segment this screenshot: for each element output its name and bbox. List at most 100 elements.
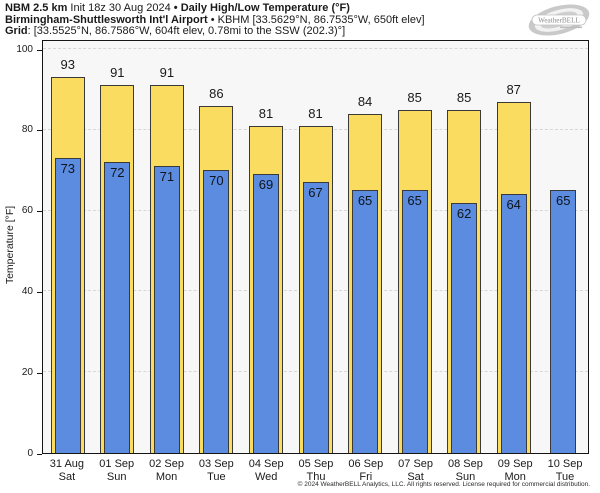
model-name: NBM 2.5 km xyxy=(5,2,68,14)
y-tick-mark xyxy=(37,372,42,374)
x-tick-label: 02 Sep Mon xyxy=(142,458,192,483)
gridline xyxy=(43,48,588,49)
low-value-label: 65 xyxy=(357,193,373,209)
high-value-label: 85 xyxy=(407,89,422,105)
high-value-label: 81 xyxy=(308,105,323,121)
low-value-label: 65 xyxy=(556,193,571,209)
low-bar: 65 xyxy=(550,190,577,453)
high-value-label: 85 xyxy=(456,89,472,105)
y-tick-label: 40 xyxy=(21,285,33,297)
low-bar: 65 xyxy=(401,190,428,453)
low-bar: 71 xyxy=(153,166,180,453)
bar-group: 91 72 xyxy=(93,41,143,453)
weatherbell-swirl-icon: WeatherBELL xyxy=(528,4,590,36)
low-bar: 67 xyxy=(302,182,329,453)
x-tick-day: Tue xyxy=(207,470,226,483)
low-bar: 62 xyxy=(451,202,478,453)
high-value-label: 87 xyxy=(506,81,521,97)
x-tick-day: Mon xyxy=(504,470,526,483)
high-value-label: 93 xyxy=(60,57,75,73)
header-line-3: Grid: [33.5525°N, 86.7586°W, 604ft elev,… xyxy=(5,25,425,38)
x-tick-day: Wed xyxy=(254,470,278,483)
logo-text: WeatherBELL xyxy=(538,17,580,25)
bar-group: 86 70 xyxy=(192,41,242,453)
x-tick-date: 03 Sep xyxy=(198,458,234,470)
low-bar: 69 xyxy=(252,174,279,453)
x-tick-date: 10 Sep xyxy=(547,458,583,470)
x-tick-label: 07 Sep Sat xyxy=(391,458,441,483)
high-value-label: 91 xyxy=(110,65,125,81)
plot-area: 93 73 91 72 91 71 86 70 81 69 81 67 84 65 85 65 85 62 87 64… xyxy=(43,41,588,453)
y-tick-label: 80 xyxy=(21,124,33,136)
x-tick-date: 08 Sep xyxy=(447,458,483,470)
bar-group: 81 67 xyxy=(291,41,341,453)
x-tick-day: Fri xyxy=(359,470,373,483)
x-tick-label: 09 Sep Mon xyxy=(490,458,540,483)
x-tick-label: 10 Sep Tue xyxy=(540,458,590,483)
x-tick-day: Sun xyxy=(455,470,476,483)
x-tick-day: Tue xyxy=(555,470,575,483)
init-time: Init 18z 30 Aug 2024 xyxy=(67,2,174,14)
low-value-label: 70 xyxy=(209,173,224,189)
low-bar: 72 xyxy=(104,162,131,453)
low-value-label: 73 xyxy=(60,161,75,177)
x-tick-day: Sat xyxy=(58,470,76,483)
high-value-label: 84 xyxy=(357,93,373,109)
low-value-label: 62 xyxy=(456,205,472,221)
x-tick-label: 06 Sep Fri xyxy=(341,458,391,483)
y-tick-label: 60 xyxy=(21,205,33,217)
low-value-label: 64 xyxy=(506,197,521,213)
header-line-2: Birmingham-Shuttlesworth Int'l Airport •… xyxy=(5,13,425,27)
y-tick-mark xyxy=(37,291,42,293)
x-tick-label: 03 Sep Tue xyxy=(191,458,241,483)
x-tick-date: 05 Sep xyxy=(298,458,334,470)
bars: 93 73 91 72 91 71 86 70 81 69 81 67 84 65 85 65 85 62 87 64… xyxy=(43,41,588,453)
low-value-label: 69 xyxy=(258,177,274,193)
bar-group: 85 65 xyxy=(390,41,440,453)
station-name: Birmingham-Shuttlesworth Int'l Airport xyxy=(5,13,208,26)
x-tick-date: 09 Sep xyxy=(497,458,533,470)
bar-group: 87 64 xyxy=(489,41,539,453)
y-tick-mark xyxy=(37,130,42,132)
bar-group: 81 69 xyxy=(241,41,291,453)
x-tick-label: 04 Sep Wed xyxy=(241,458,291,483)
low-value-label: 67 xyxy=(308,185,323,201)
x-tick-date: 07 Sep xyxy=(398,458,434,470)
header-line-1: NBM 2.5 km Init 18z 30 Aug 2024 • Daily … xyxy=(5,2,425,15)
low-value-label: 71 xyxy=(159,169,175,185)
low-bar: 70 xyxy=(203,170,230,453)
y-tick-mark xyxy=(37,211,42,213)
x-tick-label: 05 Sep Thu xyxy=(291,458,341,483)
weatherbell-logo: WeatherBELL xyxy=(524,1,594,39)
low-bar: 73 xyxy=(54,158,81,453)
x-tick-date: 04 Sep xyxy=(248,458,284,470)
y-tick-mark xyxy=(37,49,42,51)
x-tick-label: 31 Aug Sat xyxy=(42,458,92,483)
x-axis: 31 Aug Sat 01 Sep Sun 02 Sep Mon 03 Sep Tue 04 S… xyxy=(42,458,590,483)
x-tick-date: 02 Sep xyxy=(149,458,184,470)
low-value-label: 72 xyxy=(110,165,125,181)
low-bar: 65 xyxy=(352,190,379,453)
high-value-label: 91 xyxy=(159,65,175,81)
bar-group: 84 65 xyxy=(340,41,390,453)
chart-title: • Daily High/Low Temperature (°F) xyxy=(173,2,350,14)
x-tick-label: 01 Sep Sun xyxy=(92,458,142,483)
x-tick-date: 06 Sep xyxy=(348,458,384,470)
plot-frame: 93 73 91 72 91 71 86 70 81 69 81 67 84 65 85 65 85 62 87 64… xyxy=(42,40,589,454)
grid-coords: : [33.5525°N, 86.7586°W, 604ft elev, 0.7… xyxy=(27,25,346,37)
high-value-label: 81 xyxy=(258,105,274,121)
y-tick-label: 100 xyxy=(16,43,33,55)
x-tick-date: 01 Sep xyxy=(99,458,135,470)
x-tick-day: Sat xyxy=(407,470,424,483)
x-tick-label: 08 Sep Sun xyxy=(441,458,491,483)
station-coords: • KBHM [33.5629°N, 86.7535°W, 650ft elev… xyxy=(207,13,425,26)
low-value-label: 65 xyxy=(407,193,422,209)
bar-group: 65 xyxy=(538,41,588,453)
grid-label: Grid xyxy=(5,25,28,37)
x-tick-day: Mon xyxy=(155,470,178,483)
y-tick-label: 20 xyxy=(21,366,33,378)
x-tick-date: 31 Aug xyxy=(49,458,85,470)
y-tick-mark xyxy=(37,453,42,455)
high-value-label: 86 xyxy=(209,85,224,101)
chart-header: NBM 2.5 km Init 18z 30 Aug 2024 • Daily … xyxy=(5,2,425,38)
